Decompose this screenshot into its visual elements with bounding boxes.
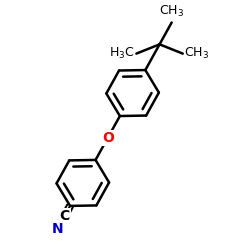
Text: H$_3$C: H$_3$C bbox=[109, 46, 135, 61]
Text: CH$_3$: CH$_3$ bbox=[159, 4, 184, 19]
Text: C: C bbox=[59, 209, 70, 223]
Text: CH$_3$: CH$_3$ bbox=[184, 46, 210, 61]
Text: N: N bbox=[52, 222, 63, 235]
Text: O: O bbox=[102, 131, 114, 145]
